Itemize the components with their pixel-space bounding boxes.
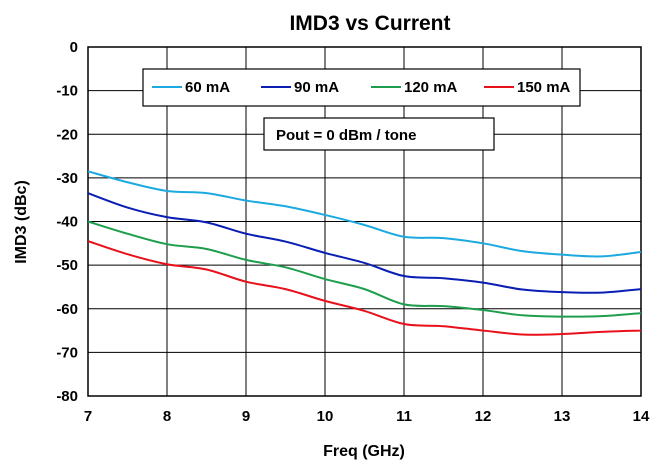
legend-label: 60 mA	[185, 79, 230, 96]
y-tick-label: -30	[56, 170, 78, 187]
x-tick-label: 11	[396, 408, 412, 425]
annotation-frame	[263, 117, 495, 151]
y-tick-label: -40	[56, 214, 78, 231]
annotation-text: Pout = 0 dBm / tone	[276, 127, 416, 144]
chart-title: IMD3 vs Current	[289, 12, 450, 35]
series-line-2	[87, 192, 642, 294]
y-tick-label: -70	[56, 344, 78, 361]
x-tick-label: 7	[84, 408, 92, 425]
x-tick-label: 10	[317, 408, 334, 425]
x-tick-label: 12	[475, 408, 492, 425]
series-line-4	[87, 240, 642, 336]
legend-label: 120 mA	[404, 79, 458, 96]
series-line-3	[87, 220, 642, 318]
y-tick-label: -10	[56, 83, 78, 100]
x-tick-labels: 7 8 9 10 11 12 13 14	[84, 408, 650, 425]
x-tick-label: 9	[242, 408, 250, 425]
series-lines	[87, 170, 642, 336]
y-tick-label: -20	[56, 126, 78, 143]
x-tick-label: 14	[633, 408, 650, 425]
y-tick-label: -60	[56, 301, 78, 318]
series-line-1	[87, 170, 642, 258]
x-tick-label: 13	[554, 408, 571, 425]
y-tick-label: 0	[70, 39, 78, 56]
legend: 60 mA 90 mA 120 mA 150 mA	[142, 68, 581, 107]
y-axis-label: IMD3 (dBc)	[13, 180, 30, 264]
x-axis-label: Freq (GHz)	[323, 443, 405, 460]
y-tick-label: -50	[56, 257, 78, 274]
annotation-box: Pout = 0 dBm / tone	[263, 117, 495, 151]
y-tick-labels: 0 -10 -20 -30 -40 -50 -60 -70 -80	[56, 39, 78, 405]
legend-label: 90 mA	[294, 79, 339, 96]
legend-label: 150 mA	[517, 79, 571, 96]
y-tick-label: -80	[56, 388, 78, 405]
x-tick-label: 8	[163, 408, 171, 425]
